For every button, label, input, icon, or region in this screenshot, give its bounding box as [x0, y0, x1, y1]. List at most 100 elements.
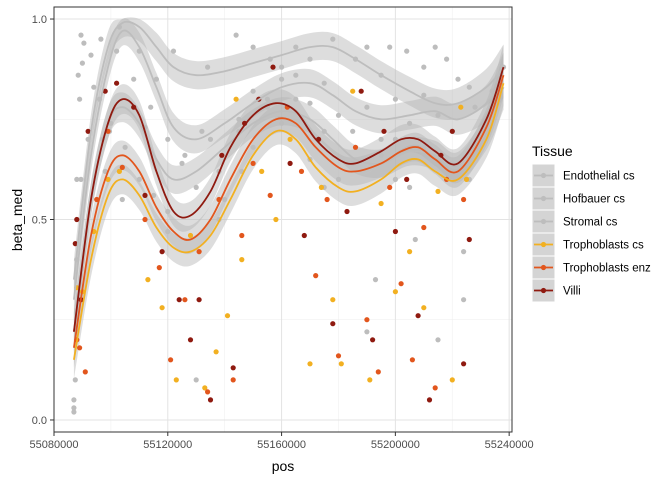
point-hofbauer-cs	[182, 152, 188, 158]
legend: Tissue Endothelial cs Hofbauer cs Stromal …	[531, 143, 651, 303]
point-endothelial-cs	[98, 36, 104, 42]
legend-item-stromal-cs: Stromal cs	[531, 209, 618, 234]
point-trophoblasts-enz	[364, 317, 370, 323]
point-stromal-cs	[122, 144, 128, 150]
legend-label-hofbauer-cs: Hofbauer cs	[563, 194, 625, 206]
point-endothelial-cs	[330, 36, 336, 42]
point-hofbauer-cs	[421, 92, 427, 98]
point-endothelial-cs	[233, 32, 239, 38]
point-villi	[381, 128, 387, 134]
line-stromal-cs	[73, 86, 505, 332]
legend-point-endothelial-cs	[540, 172, 547, 179]
line-trophoblasts-cs	[73, 82, 505, 360]
point-trophoblasts-cs	[116, 168, 122, 174]
legend-point-stromal-cs	[540, 218, 547, 225]
point-trophoblasts-cs	[330, 297, 336, 303]
point-stromal-cs	[78, 176, 84, 182]
point-villi	[358, 88, 364, 94]
line-hofbauer-cs	[73, 29, 505, 300]
point-villi	[461, 361, 467, 367]
point-hofbauer-cs	[472, 104, 478, 110]
point-trophoblasts-cs	[392, 289, 398, 295]
legend-label-stromal-cs: Stromal cs	[563, 217, 618, 229]
y-tick-label: 0.0	[32, 415, 47, 427]
point-trophoblasts-enz	[156, 265, 162, 271]
point-endothelial-cs	[461, 249, 467, 255]
point-trophoblasts-enz	[196, 249, 202, 255]
point-trophoblasts-enz	[421, 224, 427, 231]
point-trophoblasts-cs	[187, 232, 194, 239]
point-trophoblasts-enz	[142, 216, 148, 223]
point-villi	[187, 337, 194, 343]
band-hofbauer-cs	[73, 18, 504, 320]
point-stromal-cs	[108, 120, 114, 126]
point-hofbauer-cs	[81, 40, 87, 46]
point-endothelial-cs	[444, 56, 450, 62]
point-trophoblasts-enz	[324, 196, 330, 203]
point-trophoblasts-cs	[350, 88, 356, 94]
point-trophoblasts-cs	[273, 216, 279, 223]
point-trophoblasts-cs	[378, 200, 384, 207]
point-endothelial-cs	[71, 409, 77, 415]
point-trophoblasts-cs	[421, 305, 427, 311]
point-endothelial-cs	[307, 56, 313, 62]
point-trophoblasts-cs	[318, 184, 324, 190]
line-endothelial-cs	[73, 20, 505, 280]
point-stromal-cs	[378, 152, 384, 158]
point-trophoblasts-cs	[173, 377, 179, 383]
point-trophoblasts-enz	[205, 389, 211, 395]
point-endothelial-cs	[75, 72, 81, 78]
line-villi	[73, 66, 505, 332]
x-tick-label: 55080000	[30, 439, 79, 451]
point-villi	[159, 249, 165, 255]
point-endothelial-cs	[412, 236, 418, 243]
point-stromal-cs	[407, 184, 413, 190]
point-villi	[330, 321, 336, 327]
point-hofbauer-cs	[392, 96, 398, 102]
point-trophoblasts-enz	[335, 353, 342, 359]
legend-title: Tissue	[532, 143, 573, 159]
point-endothelial-cs	[79, 60, 85, 66]
point-hofbauer-cs	[364, 104, 370, 110]
point-trophoblasts-enz	[182, 297, 188, 303]
point-trophoblasts-cs	[458, 104, 464, 110]
legend-point-hofbauer-cs	[540, 195, 547, 202]
point-trophoblasts-enz	[313, 273, 319, 279]
point-villi	[392, 228, 398, 235]
point-villi	[301, 232, 307, 239]
band-trophoblasts-cs	[73, 60, 504, 380]
point-stromal-cs	[179, 160, 185, 166]
point-stromal-cs	[151, 192, 157, 198]
point-endothelial-cs	[72, 377, 78, 383]
point-stromal-cs	[250, 144, 256, 150]
point-endothelial-cs	[250, 44, 256, 50]
point-hofbauer-cs	[199, 128, 205, 134]
point-trophoblasts-enz	[352, 144, 359, 150]
point-trophoblasts-enz	[168, 357, 174, 363]
point-stromal-cs	[71, 405, 77, 411]
point-trophoblasts-enz	[239, 232, 245, 239]
point-villi	[466, 236, 472, 243]
point-stromal-cs	[435, 337, 441, 343]
point-trophoblasts-enz	[230, 377, 236, 383]
point-endothelial-cs	[404, 48, 410, 54]
y-tick-label: 0.5	[32, 215, 47, 227]
point-stromal-cs	[165, 208, 171, 215]
point-trophoblasts-cs	[224, 313, 231, 319]
point-endothelial-cs	[392, 176, 398, 182]
point-trophoblasts-enz	[375, 369, 381, 375]
point-trophoblasts-enz	[82, 369, 88, 375]
legend-label-endothelial-cs: Endothelial cs	[563, 171, 635, 183]
point-trophoblasts-cs	[105, 176, 111, 182]
point-endothelial-cs	[88, 52, 94, 58]
point-trophoblasts-cs	[287, 136, 293, 142]
point-trophoblasts-cs	[407, 249, 413, 255]
point-villi	[176, 297, 182, 303]
point-villi	[287, 160, 293, 166]
point-trophoblasts-enz	[461, 196, 467, 203]
point-villi	[344, 208, 350, 215]
point-stromal-cs	[461, 297, 467, 303]
y-axis-label: beta_med	[9, 189, 25, 251]
point-trophoblasts-cs	[338, 361, 344, 367]
